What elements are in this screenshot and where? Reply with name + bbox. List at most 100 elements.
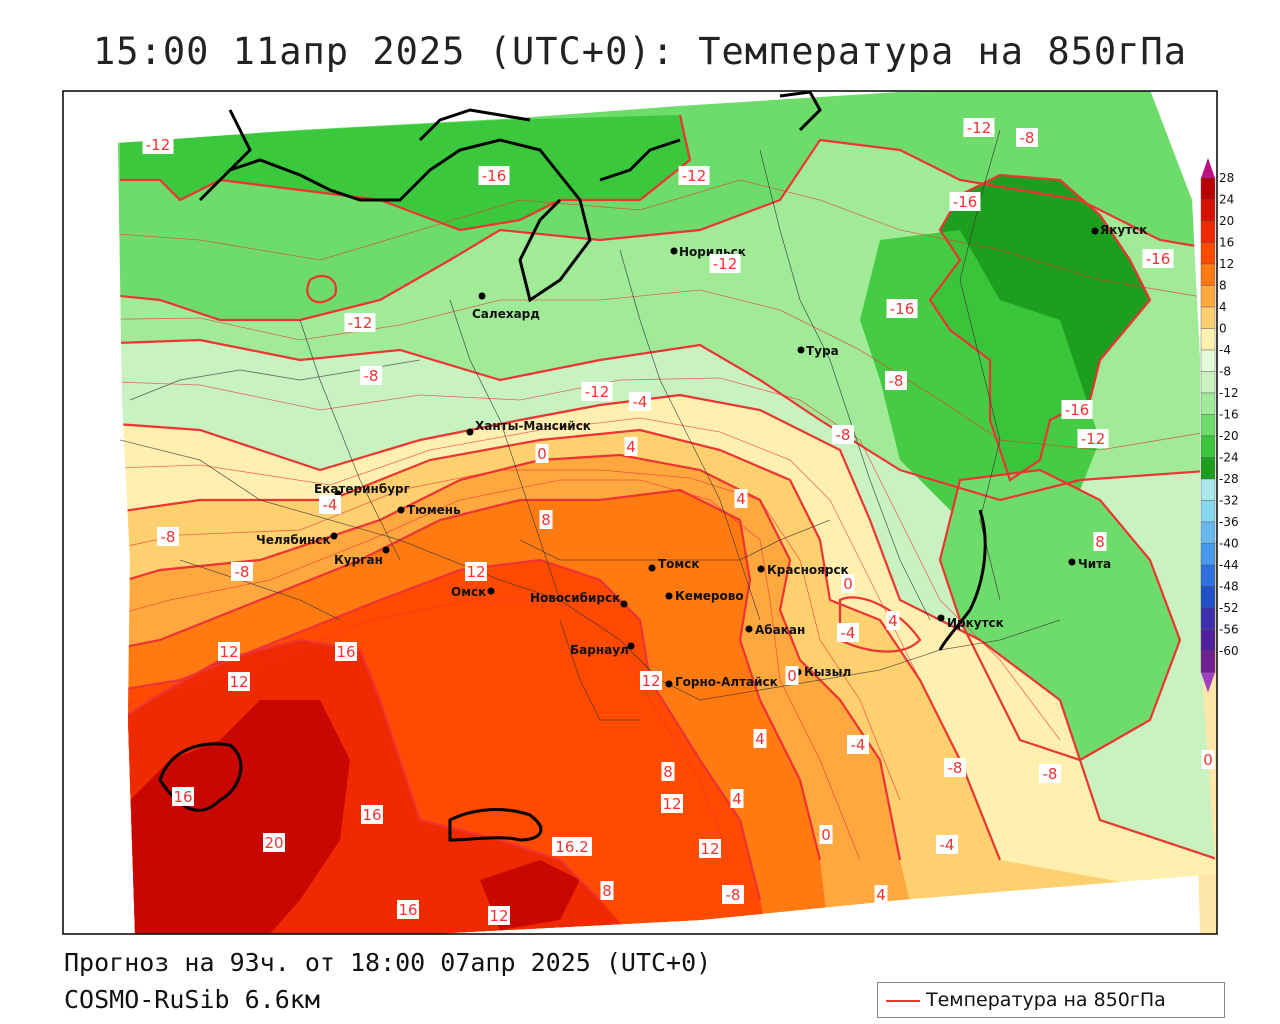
colorbar-tick-label: -52 (1219, 601, 1239, 615)
isotherm-label-bg (335, 642, 357, 661)
isotherm-label-bg (734, 489, 748, 508)
city-label: Кызыл (804, 665, 851, 679)
isotherm-label-bg (949, 192, 981, 211)
colorbar-swatch (1200, 650, 1216, 673)
city-label: Томск (658, 557, 700, 571)
isotherm-label: -12 (585, 383, 610, 401)
colorbar-swatch (1200, 392, 1216, 415)
isotherm-label-bg (1061, 400, 1093, 419)
isotherm-label-bg (142, 135, 174, 154)
colorbar-swatch (1200, 306, 1216, 329)
isotherm-label: -16 (953, 193, 978, 211)
isotherm-label: 16.2 (555, 838, 588, 856)
isotherm-label-bg (936, 835, 958, 854)
isotherm-label: -16 (482, 167, 507, 185)
isotherm-label-bg (753, 729, 767, 748)
isotherm-label: 4 (736, 490, 746, 508)
city-label: Якутск (1100, 223, 1147, 237)
colorbar-swatch (1200, 349, 1216, 372)
city-dot (466, 428, 474, 436)
isotherm-label: -16 (1146, 250, 1171, 268)
isotherm-label: -12 (1081, 430, 1106, 448)
isotherm-label-bg (661, 794, 683, 813)
isotherm-label-bg (218, 642, 240, 661)
temperature-map: НорильскЯкутскСалехардТураХанты-Мансийск… (62, 90, 1239, 935)
isotherm-label-bg (1016, 128, 1038, 147)
isotherm-label: 8 (541, 511, 551, 529)
isotherm-label: -16 (1065, 401, 1090, 419)
isotherm-label-bg (847, 735, 869, 754)
isotherm-label-bg (629, 392, 651, 411)
isotherm-label: 20 (264, 834, 283, 852)
isotherm-label-bg (172, 787, 194, 806)
colorbar-tick-label: 8 (1219, 279, 1227, 293)
isotherm-label-bg (263, 833, 285, 852)
isotherm-label-bg (539, 510, 553, 529)
isotherm-label: -8 (1020, 129, 1035, 147)
isotherm-lines (118, 114, 1216, 901)
city-dot (797, 346, 805, 354)
coastline (158, 91, 987, 842)
colorbar-swatch (1200, 521, 1216, 544)
isotherm-label-bg (231, 562, 253, 581)
isotherm-label: 4 (626, 438, 636, 456)
colorbar-tick-label: -4 (1219, 343, 1231, 357)
isotherm-label: -8 (726, 886, 741, 904)
isotherm-label: -8 (1043, 765, 1058, 783)
city-label: Курган (334, 553, 383, 567)
colorbar-tick-label: -60 (1219, 644, 1239, 658)
city-label: Тура (806, 344, 839, 358)
isotherm-label: -12 (967, 119, 992, 137)
city-dot (757, 565, 765, 573)
colorbar-bottom-arrow (1201, 672, 1215, 693)
city-dot (627, 642, 635, 650)
isotherm-label-bg (319, 495, 341, 514)
colorbar-swatch (1200, 220, 1216, 243)
colorbar-swatch (1200, 478, 1216, 501)
isotherm-label: 16 (398, 901, 417, 919)
colorbar-swatch (1200, 500, 1216, 523)
isotherm-labels: -12 -16 -12 -12 -16 -8 -16 -12 -16 -12 -8 -12 -8 -4 -8… (142, 118, 1215, 925)
isotherm-label: -8 (836, 426, 851, 444)
isotherm-label-bg (1142, 249, 1174, 268)
isotherm-label-bg (709, 254, 741, 273)
isotherm-label-bg (344, 313, 376, 332)
isotherm-label: 0 (537, 445, 547, 463)
colorbar-tick-label: -12 (1219, 386, 1239, 400)
isotherm-label-bg (661, 762, 675, 781)
map-frame (62, 90, 1218, 935)
city-dot (745, 625, 753, 633)
city-label: Горно-Алтайск (675, 675, 778, 689)
colorbar-tick-label: -48 (1219, 580, 1239, 594)
city-label: Салехард (472, 307, 540, 321)
isotherm-label: 0 (787, 667, 797, 685)
isotherm-label: -8 (948, 759, 963, 777)
colorbar-tick-label: 20 (1219, 214, 1234, 228)
colorbar-tick-label: 28 (1219, 171, 1234, 185)
colorbar-swatch (1200, 435, 1216, 458)
isotherm-label-bg (699, 839, 721, 858)
isotherm-label-bg (1093, 532, 1107, 551)
isotherm-label-bg (1039, 764, 1061, 783)
isotherm-label: -16 (890, 300, 915, 318)
city-dot (937, 614, 945, 622)
isotherm-label-bg (963, 118, 995, 137)
city-label: Барнаул (570, 643, 629, 657)
isotherm-label-bg (360, 366, 382, 385)
isotherm-label: 12 (219, 643, 238, 661)
isotherm-label-bg (624, 437, 638, 456)
legend-line-swatch (886, 1000, 920, 1002)
city-dot (478, 292, 486, 300)
colorbar-tick-label: -32 (1219, 494, 1239, 508)
colorbar-tick-label: 12 (1219, 257, 1234, 271)
colorbar-swatch (1200, 607, 1216, 630)
colorbar-tick-label: -36 (1219, 515, 1239, 529)
isotherm-label-bg (535, 444, 549, 463)
isotherm-label: 0 (1203, 751, 1213, 769)
colorbar-swatch (1200, 263, 1216, 286)
isotherm-label: -4 (851, 736, 866, 754)
isotherm-label: 12 (229, 673, 248, 691)
isotherm-label-bg (874, 885, 888, 904)
isotherm-label-bg (397, 900, 419, 919)
colorbar-tick-label: -16 (1219, 408, 1239, 422)
